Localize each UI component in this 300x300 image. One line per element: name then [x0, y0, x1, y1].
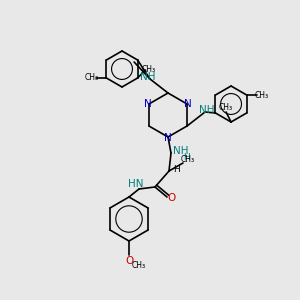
- Text: CH₃: CH₃: [84, 74, 98, 82]
- Text: O: O: [168, 193, 176, 203]
- Text: O: O: [125, 256, 133, 266]
- Text: N: N: [144, 99, 152, 109]
- Text: CH₃: CH₃: [181, 155, 195, 164]
- Text: CH₃: CH₃: [142, 64, 156, 74]
- Text: NH: NH: [199, 105, 215, 115]
- Text: H: H: [184, 152, 190, 161]
- Text: NH: NH: [140, 72, 156, 82]
- Text: CH₃: CH₃: [255, 91, 269, 100]
- Text: H: H: [174, 164, 180, 173]
- Text: CH₃: CH₃: [132, 260, 146, 269]
- Text: NH: NH: [173, 146, 189, 156]
- Text: HN: HN: [128, 179, 144, 189]
- Text: CH₃: CH₃: [219, 103, 233, 112]
- Text: N: N: [164, 133, 172, 143]
- Text: N: N: [184, 99, 192, 109]
